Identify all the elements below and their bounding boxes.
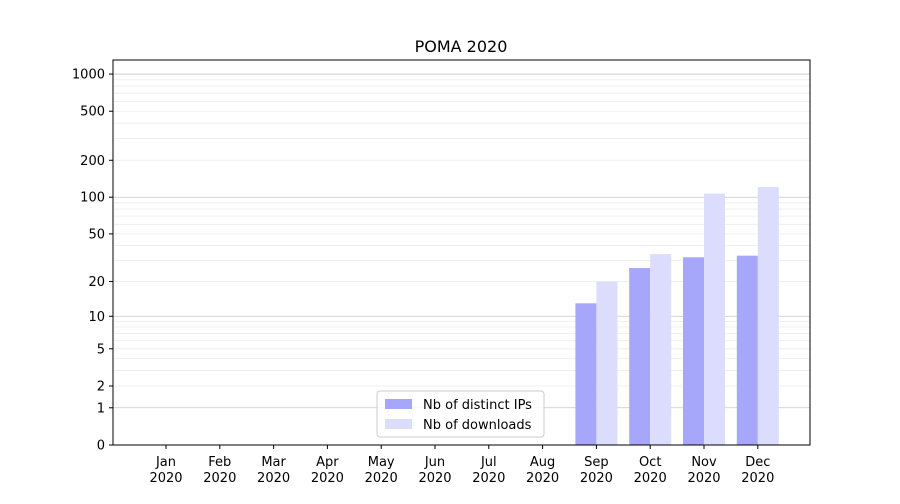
bar bbox=[596, 281, 618, 445]
legend-label: Nb of downloads bbox=[423, 418, 532, 433]
x-tick-label: 2020 bbox=[311, 471, 344, 486]
x-tick-label: 2020 bbox=[472, 471, 505, 486]
y-tick-label: 100 bbox=[80, 191, 105, 206]
bar bbox=[704, 193, 725, 445]
legend-label: Nb of distinct IPs bbox=[423, 398, 532, 413]
x-tick-label: 2020 bbox=[526, 471, 559, 486]
y-tick-label: 1 bbox=[97, 401, 105, 416]
legend-box bbox=[376, 390, 545, 438]
y-tick-label: 1000 bbox=[72, 68, 105, 83]
legend-swatch bbox=[385, 419, 412, 429]
x-tick-label: 2020 bbox=[365, 471, 398, 486]
x-tick-label: Mar bbox=[261, 455, 286, 470]
bar bbox=[629, 268, 651, 445]
legend: Nb of distinct IPs Nb of downloads bbox=[376, 390, 545, 438]
x-tick-label: Nov bbox=[691, 455, 717, 470]
bar bbox=[757, 187, 779, 446]
x-tick-label: May bbox=[368, 455, 395, 470]
x-tick-label: Apr bbox=[316, 455, 339, 470]
y-tick-label: 10 bbox=[88, 310, 105, 325]
bar bbox=[683, 257, 704, 445]
x-tick-label: Sep bbox=[584, 455, 609, 470]
y-tick-label: 500 bbox=[80, 105, 105, 120]
y-axis: 0 1 2 5 10 20 50 100 200 500 1000 bbox=[72, 68, 113, 454]
y-tick-label: 0 bbox=[97, 439, 105, 454]
x-axis: Jan2020Feb2020Mar2020Apr2020May2020Jun20… bbox=[149, 445, 774, 486]
bar bbox=[650, 254, 672, 445]
x-tick-label: 2020 bbox=[149, 471, 182, 486]
legend-swatch bbox=[385, 399, 412, 409]
bar bbox=[736, 255, 758, 445]
y-tick-label: 50 bbox=[88, 227, 105, 242]
x-tick-label: Feb bbox=[208, 455, 231, 470]
bars-layer bbox=[575, 187, 779, 446]
y-tick-label: 2 bbox=[97, 380, 105, 395]
x-tick-label: 2020 bbox=[687, 471, 720, 486]
bar bbox=[575, 303, 597, 445]
x-tick-label: Aug bbox=[530, 455, 555, 470]
x-tick-label: Oct bbox=[639, 455, 661, 470]
y-tick-label: 20 bbox=[88, 275, 105, 290]
x-tick-label: Jun bbox=[424, 455, 445, 470]
y-tick-label: 5 bbox=[97, 342, 105, 357]
x-tick-label: 2020 bbox=[634, 471, 667, 486]
x-tick-label: 2020 bbox=[257, 471, 290, 486]
x-tick-label: 2020 bbox=[203, 471, 236, 486]
plot-frame bbox=[112, 59, 811, 446]
x-tick-label: 2020 bbox=[580, 471, 613, 486]
chart-title: POMA 2020 bbox=[415, 37, 508, 56]
x-tick-label: Jul bbox=[480, 455, 497, 470]
x-tick-label: Jan bbox=[155, 455, 176, 470]
x-tick-label: 2020 bbox=[418, 471, 451, 486]
x-tick-label: Dec bbox=[745, 455, 770, 470]
x-tick-label: 2020 bbox=[741, 471, 774, 486]
y-tick-label: 200 bbox=[80, 154, 105, 169]
